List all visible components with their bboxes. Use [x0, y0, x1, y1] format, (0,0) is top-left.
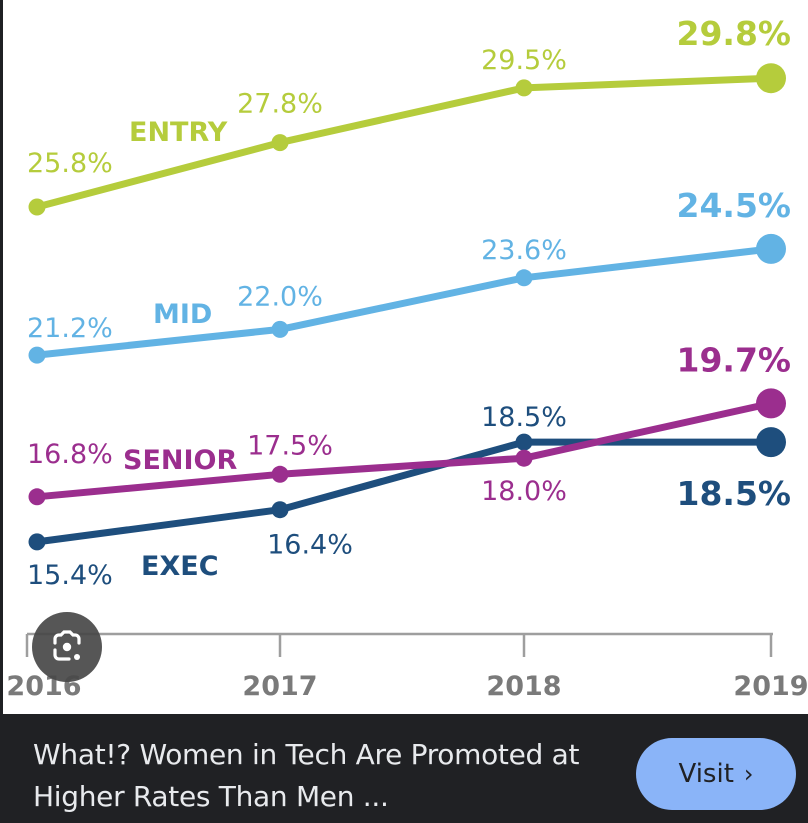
data-point-entry [28, 198, 46, 216]
data-label-senior: 16.8% [27, 439, 113, 470]
data-point-entry [756, 63, 786, 94]
data-label-entry: 29.8% [677, 14, 792, 53]
data-point-exec [515, 433, 533, 451]
data-point-senior [28, 488, 46, 506]
data-point-mid [515, 269, 533, 287]
data-label-mid: 22.0% [237, 281, 323, 312]
series-line-mid [33, 245, 775, 359]
line-chart: 2016 2017 2018 201925.8%27.8%29.5%29.8%ENTR… [6, 14, 808, 702]
result-title[interactable]: What!? Women in Tech Are Promoted at Hig… [33, 738, 580, 813]
data-label-mid: 24.5% [677, 186, 792, 225]
x-tick-label: 2019 [733, 671, 808, 702]
data-label-exec: 16.4% [267, 530, 353, 561]
data-point-entry [271, 134, 289, 152]
chart-image[interactable]: 2016 2017 2018 2019 25.8% 27.8% 29.5% 29.8% ENTR… [0, 0, 808, 714]
data-label-exec: 18.5% [677, 474, 792, 513]
data-label-mid: 21.2% [27, 313, 113, 344]
data-point-entry [515, 79, 533, 97]
data-point-senior [271, 465, 289, 483]
visit-button[interactable]: Visit › [636, 738, 796, 810]
x-tick-label: 2017 [242, 671, 317, 702]
data-label-entry: 25.8% [27, 148, 113, 179]
data-point-exec [756, 427, 786, 458]
data-point-senior [756, 388, 786, 419]
data-label-mid: 23.6% [481, 235, 567, 266]
data-label-senior: 17.5% [247, 430, 333, 461]
data-label-exec: 18.5% [481, 402, 567, 433]
x-tick-label: 2018 [486, 671, 561, 702]
series-name-senior: SENIOR [123, 445, 237, 476]
data-label-entry: 27.8% [237, 89, 323, 120]
data-point-mid [271, 320, 289, 338]
data-point-exec [28, 533, 46, 551]
data-point-exec [271, 501, 289, 519]
series-name-exec: EXEC [141, 551, 219, 582]
data-label-entry: 29.5% [481, 45, 567, 76]
series-name-entry: ENTRY [129, 117, 228, 148]
google-lens-icon [53, 630, 81, 661]
data-label-senior: 19.7% [677, 340, 792, 379]
data-point-mid [756, 233, 786, 264]
google-lens-button[interactable] [32, 612, 102, 682]
data-label-senior: 18.0% [481, 476, 567, 507]
series-line-exec [33, 438, 775, 546]
data-point-senior [515, 449, 533, 467]
series-line-senior [33, 399, 775, 501]
data-point-mid [28, 346, 46, 364]
data-label-exec: 15.4% [27, 560, 113, 591]
visit-label: Visit [678, 759, 734, 789]
series-line-entry [33, 74, 775, 211]
series-name-mid: MID [153, 299, 212, 330]
chevron-right-icon: › [743, 760, 754, 788]
